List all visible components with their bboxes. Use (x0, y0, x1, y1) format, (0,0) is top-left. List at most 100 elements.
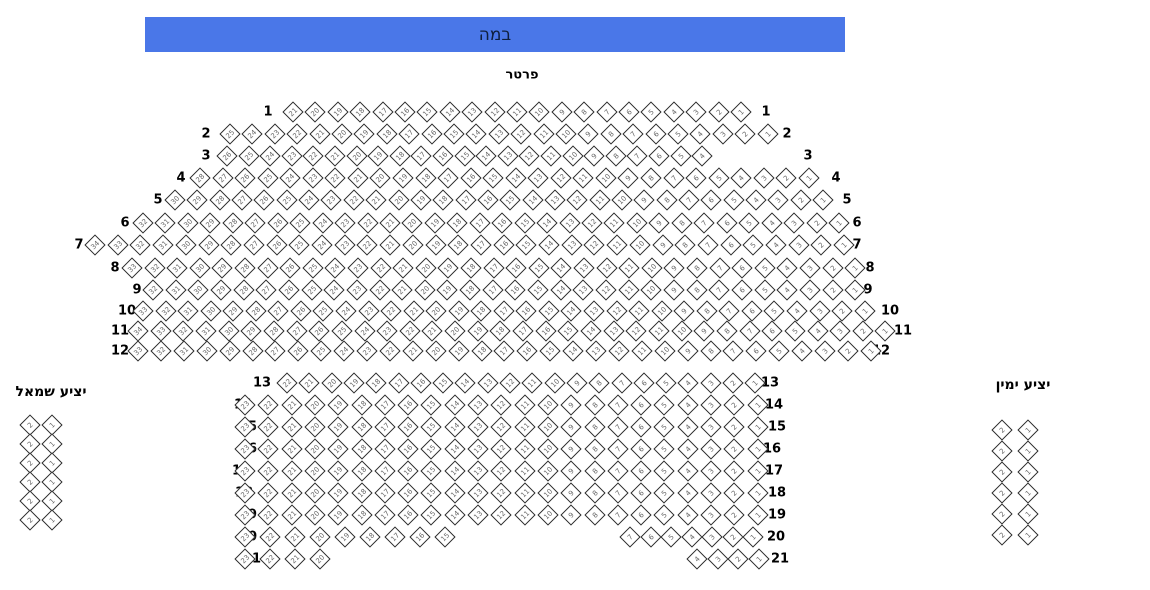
seat[interactable]: 30 (177, 212, 199, 234)
seat[interactable]: 2 (707, 101, 730, 123)
seat[interactable]: 19 (424, 234, 447, 256)
seat[interactable]: 19 (424, 212, 446, 234)
seat[interactable]: 4 (745, 189, 767, 211)
seat[interactable]: 29 (210, 279, 232, 301)
seat[interactable]: 2 (991, 482, 1013, 504)
seat[interactable]: 13 (527, 167, 549, 189)
seat[interactable]: 22 (368, 279, 391, 301)
seat[interactable]: 12 (595, 279, 617, 301)
seat[interactable]: 6 (639, 526, 662, 548)
seat[interactable]: 10 (654, 340, 676, 362)
seat[interactable]: 9 (560, 460, 582, 482)
seat[interactable]: 29 (211, 257, 233, 279)
seat[interactable]: 12 (625, 320, 647, 342)
seat[interactable]: 2 (837, 340, 859, 362)
seat[interactable]: 9 (617, 167, 640, 189)
seat[interactable]: 4 (677, 482, 699, 504)
seat[interactable]: 2 (723, 416, 745, 438)
seat[interactable]: 15 (420, 416, 442, 438)
seat[interactable]: 3 (700, 482, 722, 504)
seat[interactable]: 13 (558, 212, 581, 234)
seat[interactable]: 2 (723, 482, 745, 504)
seat[interactable]: 24 (298, 189, 320, 211)
seat[interactable]: 2 (19, 509, 41, 531)
seat[interactable]: 5 (742, 234, 764, 256)
seat[interactable]: 28 (222, 212, 244, 234)
seat[interactable]: 21 (379, 234, 401, 256)
seat[interactable]: 14 (439, 101, 461, 123)
seat[interactable]: 6 (741, 300, 763, 322)
seat[interactable]: 22 (257, 394, 279, 416)
seat[interactable]: 26 (278, 279, 300, 301)
seat[interactable]: 22 (369, 257, 392, 279)
seat[interactable]: 17 (374, 394, 396, 416)
seat[interactable]: 30 (200, 300, 222, 322)
seat[interactable]: 1 (828, 212, 850, 234)
seat[interactable]: 8 (573, 101, 595, 123)
seat[interactable]: 14 (475, 145, 497, 167)
seat[interactable]: 31 (195, 320, 217, 342)
seat[interactable]: 14 (562, 340, 584, 362)
seat[interactable]: 17 (374, 504, 396, 526)
seat[interactable]: 4 (663, 101, 685, 123)
seat[interactable]: 16 (516, 340, 538, 362)
seat[interactable]: 2 (805, 212, 828, 234)
seat[interactable]: 20 (304, 504, 326, 526)
seat[interactable]: 20 (304, 460, 326, 482)
seat[interactable]: 10 (537, 394, 559, 416)
seat[interactable]: 3 (700, 416, 722, 438)
seat[interactable]: 10 (555, 123, 577, 145)
seat[interactable]: 17 (387, 372, 410, 394)
seat[interactable]: 20 (304, 101, 326, 123)
seat[interactable]: 8 (583, 438, 606, 460)
seat[interactable]: 14 (550, 279, 572, 301)
seat[interactable]: 34 (127, 320, 149, 342)
seat[interactable]: 31 (152, 234, 174, 256)
seat[interactable]: 5 (669, 145, 692, 167)
seat[interactable]: 8 (686, 257, 708, 279)
seat[interactable]: 13 (544, 189, 566, 211)
seat[interactable]: 19 (392, 167, 414, 189)
seat[interactable]: 10 (543, 372, 566, 394)
seat[interactable]: 30 (189, 257, 211, 279)
seat[interactable]: 12 (550, 167, 572, 189)
seat[interactable]: 13 (467, 460, 489, 482)
seat[interactable]: 24 (311, 234, 333, 256)
seat[interactable]: 21 (347, 167, 369, 189)
seat[interactable]: 22 (276, 372, 298, 394)
seat[interactable]: 16 (504, 279, 526, 301)
seat[interactable]: 4 (677, 416, 699, 438)
seat[interactable]: 18 (350, 438, 373, 460)
seat[interactable]: 3 (829, 320, 851, 342)
seat[interactable]: 21 (391, 279, 413, 301)
seat[interactable]: 20 (345, 145, 368, 167)
seat[interactable]: 6 (633, 372, 655, 394)
seat[interactable]: 2 (821, 279, 844, 301)
seat[interactable]: 21 (284, 526, 306, 548)
seat[interactable]: 16 (397, 482, 419, 504)
seat[interactable]: 18 (389, 145, 411, 167)
seat[interactable]: 6 (700, 189, 722, 211)
seat[interactable]: 20 (415, 257, 437, 279)
seat[interactable]: 21 (280, 416, 303, 438)
seat[interactable]: 2 (991, 461, 1013, 483)
seat[interactable]: 19 (334, 526, 356, 548)
seat[interactable]: 22 (379, 340, 401, 362)
seat[interactable]: 21 (280, 504, 303, 526)
seat[interactable]: 20 (309, 526, 331, 548)
seat[interactable]: 15 (434, 526, 456, 548)
seat[interactable]: 8 (696, 300, 718, 322)
seat[interactable]: 15 (514, 212, 536, 234)
seat[interactable]: 7 (607, 394, 629, 416)
seat[interactable]: 11 (513, 394, 536, 416)
seat[interactable]: 23 (320, 189, 343, 211)
seat[interactable]: 13 (467, 438, 489, 460)
seat[interactable]: 32 (132, 212, 154, 234)
seat[interactable]: 14 (521, 189, 544, 211)
seat[interactable]: 27 (255, 279, 277, 301)
seat[interactable]: 18 (459, 279, 481, 301)
seat[interactable]: 18 (350, 416, 373, 438)
seat[interactable]: 32 (150, 340, 172, 362)
seat[interactable]: 7 (718, 300, 740, 322)
seat[interactable]: 12 (581, 212, 603, 234)
